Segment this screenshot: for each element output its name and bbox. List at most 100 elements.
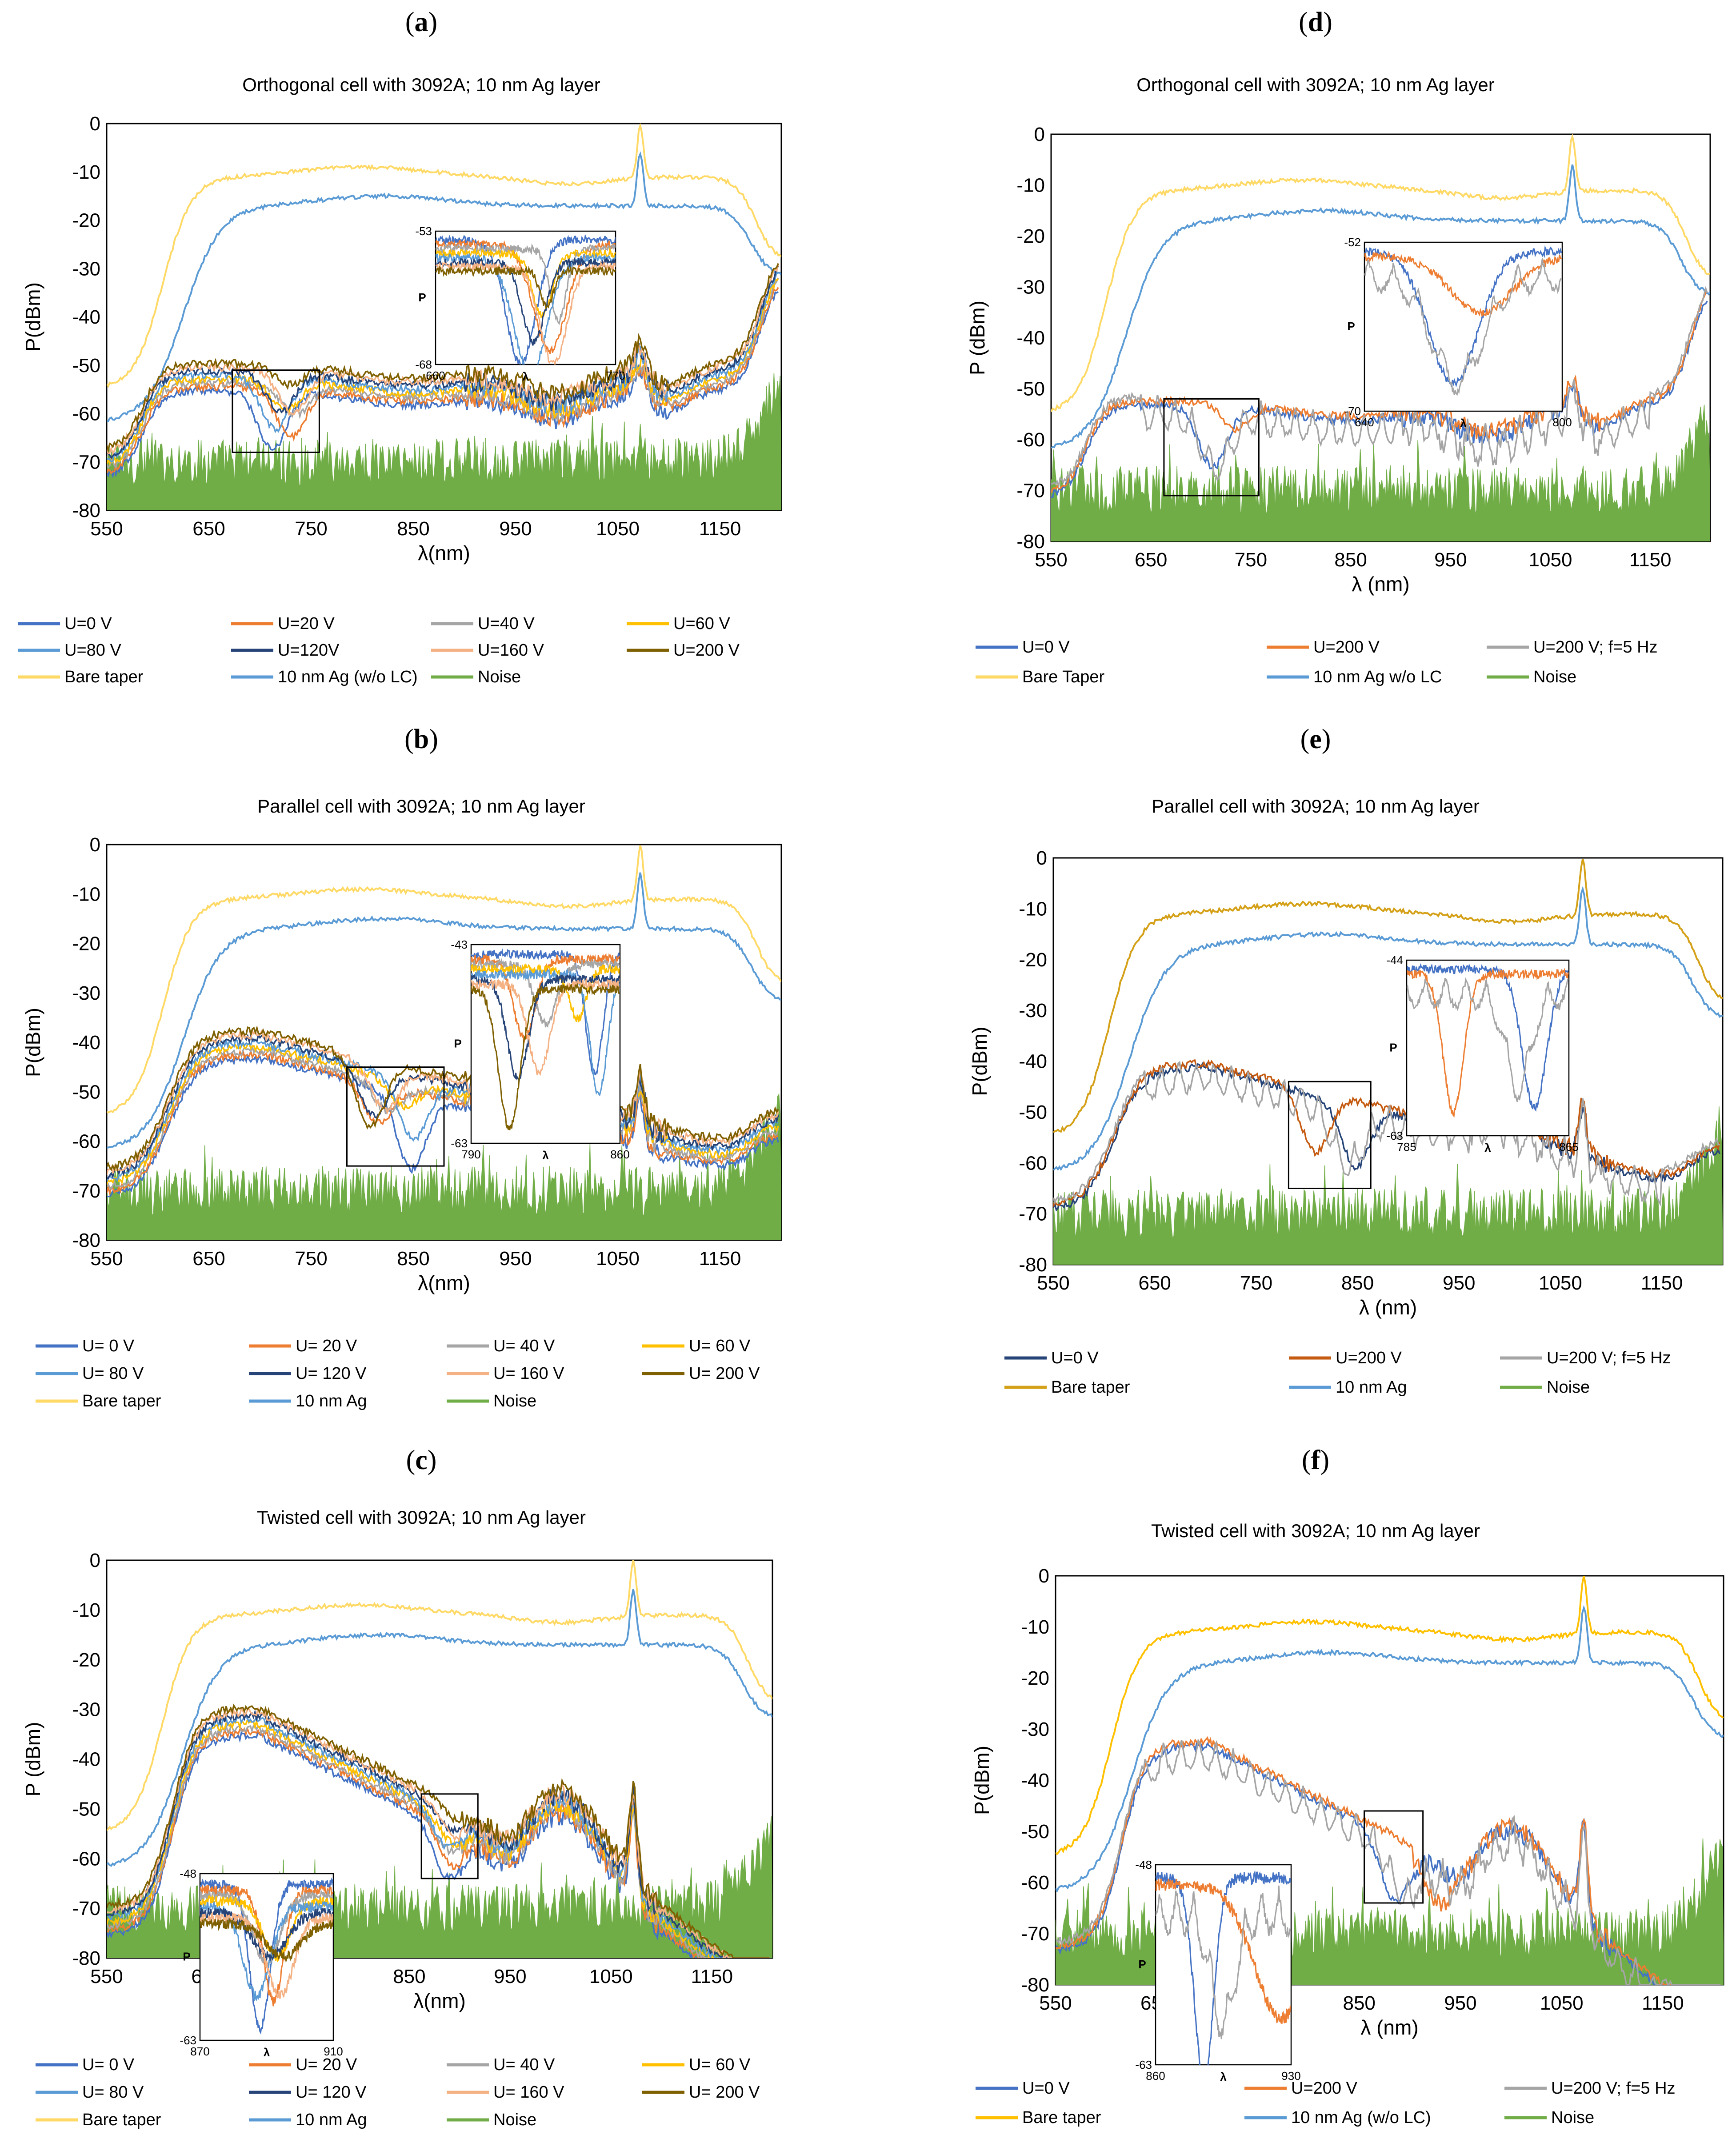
panel-label: (a)	[405, 7, 437, 37]
inset-x-label: λ	[1484, 1141, 1491, 1154]
x-tick-label: 1050	[1539, 1272, 1582, 1294]
x-tick-label: 750	[1240, 1272, 1272, 1294]
series-line-voltage	[1053, 1061, 1720, 1207]
inset-plot	[471, 948, 620, 1130]
y-axis-label: P(dBm)	[21, 1008, 44, 1077]
inset-x-label: λ	[522, 370, 529, 383]
x-tick-label: 1150	[1642, 1992, 1684, 2014]
x-tick-label: 950	[1444, 1992, 1476, 2014]
inset-y-label: P	[1138, 1958, 1146, 1971]
inset-y-tick: -63	[180, 2034, 196, 2047]
inset-series-line	[1364, 250, 1562, 317]
x-tick-label: 850	[393, 1966, 425, 1987]
series-line-voltage	[107, 1718, 770, 1958]
y-tick-label: 0	[90, 834, 100, 856]
series-noise	[107, 1093, 781, 1240]
series-line-voltage	[107, 1029, 779, 1175]
panel-label-close: )	[1323, 7, 1332, 37]
y-tick-label: -50	[1016, 378, 1045, 400]
legend-entry: U= 60 V	[689, 1337, 751, 1355]
plot-area	[107, 845, 781, 1240]
series-line-ref	[107, 845, 781, 1114]
x-tick-label: 1150	[691, 1966, 733, 1987]
series-line-ref	[1053, 885, 1723, 1171]
inset-y-tick: -48	[180, 1867, 196, 1880]
y-axis-label: P (dBm)	[21, 1722, 44, 1797]
panel-label-close: )	[428, 1445, 437, 1475]
inset-plot	[1407, 963, 1569, 1118]
x-tick-label: 750	[295, 1248, 327, 1270]
inset-x-tick: 910	[324, 2045, 343, 2058]
chart-title: Parallel cell with 3092A; 10 nm Ag layer	[1152, 796, 1480, 817]
panel-label-close: )	[1320, 1445, 1329, 1475]
legend-entry: U= 0 V	[82, 2055, 135, 2074]
panel-f: (f) Twisted cell with 3092A; 10 nm Ag lay…	[970, 1445, 1724, 2127]
y-axis-label: P(dBm)	[970, 1746, 993, 1815]
y-tick-label: -30	[1019, 1000, 1047, 1021]
legend-entry: Noise	[1551, 2108, 1594, 2127]
inset-plot	[200, 1877, 333, 2035]
panel-label-letter: d	[1308, 7, 1323, 37]
x-tick-label: 850	[1343, 1992, 1375, 2014]
legend-entry: U= 20 V	[296, 2055, 357, 2074]
x-axis-label: λ (nm)	[1352, 573, 1409, 596]
series-line-ref	[1056, 1605, 1724, 1893]
y-tick-label: -40	[1019, 1051, 1047, 1073]
legend-entry: Noise	[1533, 668, 1576, 686]
series-line-voltage	[107, 1703, 770, 1958]
x-tick-label: 950	[494, 1966, 526, 1987]
legend-entry: Bare taper	[82, 2111, 161, 2129]
y-tick-label: -50	[1019, 1102, 1047, 1123]
y-tick-label: -40	[72, 1749, 100, 1770]
x-tick-label: 550	[90, 1966, 123, 1987]
zoom-box	[420, 1793, 479, 1879]
y-tick-label: -60	[1019, 1152, 1047, 1174]
inset-series-line	[471, 977, 620, 1076]
legend-entry: Noise	[493, 2111, 536, 2129]
legend-entry: 10 nm Ag	[1336, 1378, 1407, 1397]
panel-label-open: (	[1299, 7, 1308, 37]
y-tick-label: -70	[72, 451, 100, 473]
inset-series-line	[471, 974, 620, 1083]
legend: U=0 V U=20 V U=40 V U=60 V U=80 V U=120V U=160…	[18, 614, 740, 686]
inset-x-tick: 860	[610, 1148, 629, 1161]
legend-entry: Noise	[478, 668, 521, 686]
zoom-box	[1364, 1810, 1424, 1904]
legend-entry: U=160 V	[478, 641, 544, 660]
x-tick-label: 650	[192, 1248, 225, 1270]
chart-title: Orthogonal cell with 3092A; 10 nm Ag lay…	[242, 74, 600, 95]
y-tick-label: -30	[72, 258, 100, 280]
legend: U=0 V U=200 V U=200 V; f=5 Hz Bare taper 10 …	[976, 2079, 1676, 2127]
inset-series-line	[200, 1884, 333, 2007]
legend-entry: U= 80 V	[82, 2083, 144, 2102]
panel-a: (a) Orthogonal cell with 3092A; 10 nm Ag …	[18, 7, 782, 686]
y-tick-label: -10	[72, 883, 100, 905]
y-tick-label: -40	[72, 306, 100, 328]
legend-entry: U= 120 V	[296, 1364, 367, 1383]
y-tick-label: 0	[1039, 1565, 1049, 1587]
y-tick-label: -80	[1019, 1254, 1047, 1276]
y-tick-label: -50	[1021, 1821, 1049, 1843]
panel-label-open: (	[1300, 724, 1310, 754]
legend-entry: Noise	[493, 1392, 536, 1410]
inset-x-label: λ	[542, 1149, 549, 1162]
legend-entry: U= 200 V	[689, 1364, 760, 1383]
panel-label: (b)	[404, 724, 438, 754]
x-tick-label: 1050	[1529, 549, 1572, 571]
x-tick-label: 650	[1135, 549, 1167, 571]
inset-x-tick: 785	[1397, 1140, 1416, 1154]
y-tick-label: -70	[1019, 1203, 1047, 1225]
panel-label-letter: f	[1311, 1445, 1321, 1475]
inset-series-line	[1407, 977, 1569, 1102]
y-tick-label: 0	[1036, 847, 1047, 869]
y-tick-label: -20	[72, 210, 100, 232]
x-tick-label: 550	[1035, 549, 1067, 571]
inset-y-tick: -68	[415, 358, 432, 371]
y-tick-label: -30	[1021, 1718, 1049, 1740]
y-tick-label: -10	[1021, 1616, 1049, 1638]
inset-series-line	[1156, 1879, 1291, 2024]
